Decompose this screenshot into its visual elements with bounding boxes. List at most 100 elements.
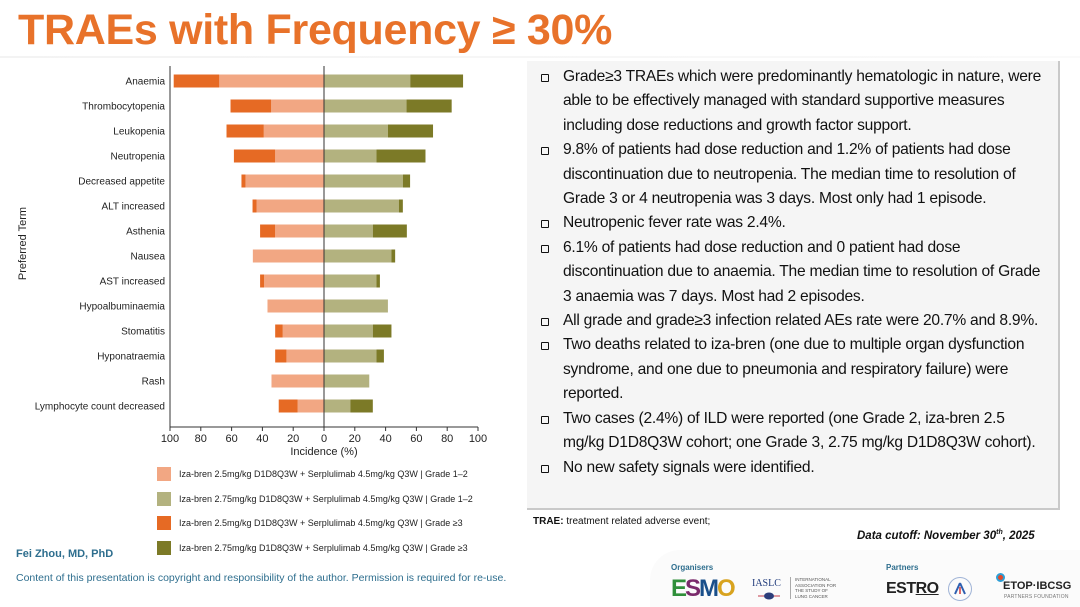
title-divider [0, 56, 1080, 58]
category-label: Asthenia [126, 227, 165, 238]
key-findings-box: Grade≥3 TRAEs which were predominantly h… [527, 61, 1060, 510]
finding-item: Grade≥3 TRAEs which were predominantly h… [527, 65, 1058, 138]
x-tick-label: 60 [225, 433, 237, 445]
category-label: Hypoalbuminaemia [79, 302, 165, 313]
footnote-definition: treatment related adverse event; [563, 516, 711, 527]
bar-right-grade-3plus [372, 324, 392, 338]
legend-swatch [157, 467, 171, 482]
partners-label: Partners [886, 563, 919, 572]
finding-item: Neutropenic fever rate was 2.4%. [527, 211, 1058, 235]
square-bullet-icon [541, 342, 549, 351]
organisers-label: Organisers [671, 563, 714, 572]
bar-left-grade-1-2 [271, 374, 324, 388]
x-tick-label: 60 [410, 433, 422, 445]
presenter-name: Fei Zhou, MD, PhD [16, 548, 114, 560]
bar-right-grade-3plus [402, 174, 411, 188]
finding-item: Two deaths related to iza-bren (one due … [527, 333, 1058, 406]
bar-left-grade-1-2 [256, 199, 324, 213]
bar-left-grade-1-2 [219, 74, 324, 88]
x-tick-label: 20 [287, 433, 299, 445]
etop-ibcsg-logo: ETOP·IBCSG [1003, 580, 1072, 592]
bar-right-grade-1-2 [324, 99, 407, 113]
bar-left-grade-3plus [226, 124, 264, 138]
slide-title: TRAEs with Frequency ≥ 30% [18, 6, 613, 54]
finding-item: Two cases (2.4%) of ILD were reported (o… [527, 407, 1058, 456]
bar-left-grade-3plus [241, 174, 246, 188]
bar-left-grade-1-2 [282, 324, 324, 338]
finding-item: All grade and grade≥3 infection related … [527, 309, 1058, 333]
bar-right-grade-1-2 [324, 274, 377, 288]
bar-right-grade-1-2 [324, 299, 388, 313]
bar-left-grade-1-2 [297, 399, 324, 413]
finding-item: 9.8% of patients had dose reduction and … [527, 138, 1058, 211]
legend-swatch [157, 491, 171, 506]
category-label: Leukopenia [113, 127, 165, 138]
bar-left-grade-3plus [252, 199, 257, 213]
iaslc-lung-icon [758, 592, 780, 600]
x-tick-label: 20 [349, 433, 361, 445]
copyright-notice: Content of this presentation is copyrigh… [16, 572, 507, 584]
estro-logo: ESTRO [886, 580, 939, 597]
category-label: Rash [142, 377, 165, 388]
bar-right-grade-1-2 [324, 349, 377, 363]
bar-right-grade-3plus [372, 224, 407, 238]
bar-right-grade-3plus [410, 74, 464, 88]
category-label: Hyponatraemia [97, 352, 165, 363]
sponsor-band [650, 550, 1080, 607]
bar-left-grade-1-2 [271, 99, 324, 113]
x-tick-label: 0 [321, 433, 327, 445]
bar-left-grade-3plus [275, 349, 287, 363]
bar-right-grade-1-2 [324, 324, 373, 338]
legend-label: Iza-bren 2.5mg/kg D1D8Q3W + Serplulimab … [179, 518, 463, 529]
x-tick-label: 40 [256, 433, 268, 445]
bar-right-grade-1-2 [324, 74, 411, 88]
bar-right-grade-3plus [376, 149, 426, 163]
chart-svg: Anaemia Thrombocytopenia Leukopenia Neutrop… [17, 66, 487, 458]
square-bullet-icon [541, 74, 549, 82]
finding-item: No new safety signals were identified. [527, 456, 1058, 480]
bar-right-grade-1-2 [324, 224, 373, 238]
chart-legend: Iza-bren 2.5mg/kg D1D8Q3W + Serplulimab … [157, 462, 473, 560]
legend-item: Iza-bren 2.5mg/kg D1D8Q3W + Serplulimab … [157, 462, 473, 487]
x-axis-title: Incidence (%) [290, 446, 357, 458]
bar-right-grade-1-2 [324, 399, 351, 413]
bar-right-grade-1-2 [324, 174, 403, 188]
bar-left-grade-1-2 [263, 124, 324, 138]
bar-right-grade-3plus [350, 399, 373, 413]
bar-right-grade-3plus [406, 99, 452, 113]
square-bullet-icon [541, 318, 549, 327]
category-label: AST increased [100, 277, 165, 288]
category-label: Lymphocyte count decreased [35, 402, 165, 413]
bar-left-grade-1-2 [252, 249, 324, 263]
bar-right-grade-1-2 [324, 199, 399, 213]
category-label: Decreased appetite [78, 177, 165, 188]
bar-left-grade-3plus [260, 224, 276, 238]
bar-right-grade-3plus [387, 124, 434, 138]
bar-left-grade-3plus [233, 149, 276, 163]
bar-left-grade-1-2 [275, 149, 324, 163]
data-cutoff: Data cutoff: November 30th, 2025 [857, 529, 1035, 542]
square-bullet-icon [541, 464, 549, 473]
category-label: Nausea [131, 252, 166, 263]
bar-left-grade-1-2 [245, 174, 324, 188]
legend-item: Iza-bren 2.75mg/kg D1D8Q3W + Serplulimab… [157, 536, 473, 561]
square-bullet-icon [541, 244, 549, 253]
axis-layer: Anaemia Thrombocytopenia Leukopenia Neutrop… [35, 66, 487, 445]
category-label: Thrombocytopenia [82, 102, 165, 113]
abbreviation-footnote: TRAE: treatment related adverse event; [533, 516, 710, 527]
bar-right-grade-1-2 [324, 124, 388, 138]
legend-item: Iza-bren 2.5mg/kg D1D8Q3W + Serplulimab … [157, 511, 473, 536]
bar-left-grade-3plus [275, 324, 283, 338]
bar-left-grade-1-2 [286, 349, 324, 363]
bar-left-grade-3plus [260, 274, 265, 288]
x-tick-label: 80 [195, 433, 207, 445]
category-label: ALT increased [101, 202, 165, 213]
bar-right-grade-3plus [391, 249, 396, 263]
legend-swatch [157, 516, 171, 531]
x-tick-label: 40 [379, 433, 391, 445]
bar-right-grade-3plus [376, 349, 384, 363]
bar-left-grade-1-2 [267, 299, 324, 313]
partner-emblem-icon [948, 577, 972, 601]
etop-subtitle: PARTNERS FOUNDATION [1004, 594, 1069, 600]
bar-left-grade-3plus [230, 99, 272, 113]
